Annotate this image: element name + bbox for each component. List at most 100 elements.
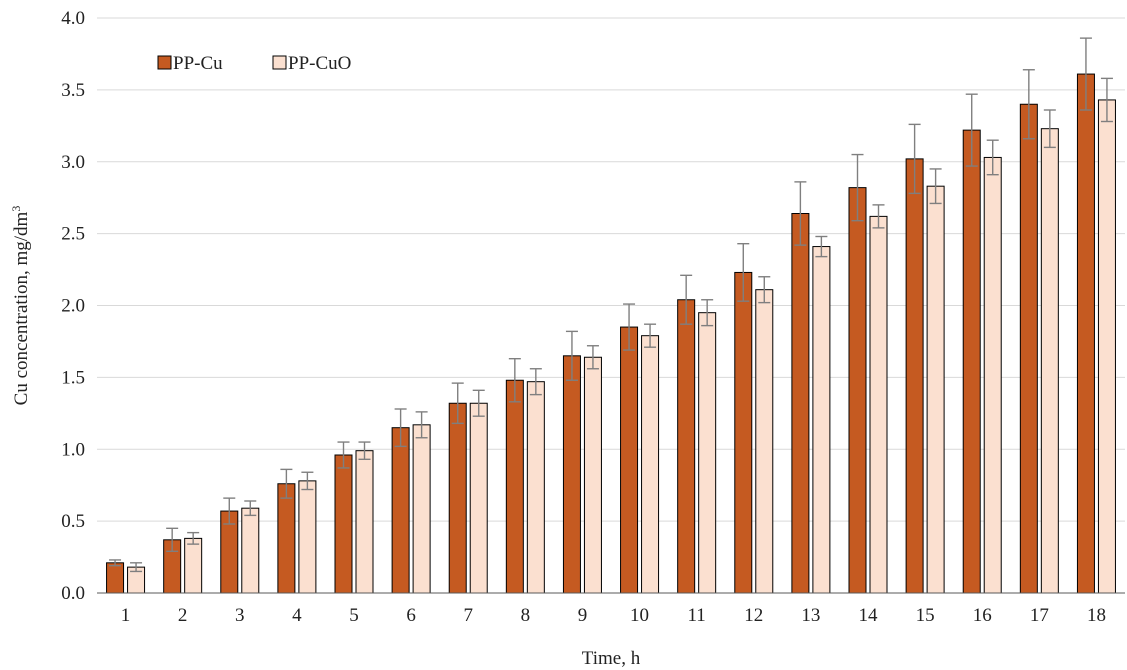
legend-label: PP-Cu [173, 53, 223, 74]
error-bar [701, 299, 714, 327]
y-tick-labels: 0.0 0.5 1.0 1.5 2.0 2.5 3.0 3.5 4.0 [61, 8, 85, 604]
y-tick-label: 3.5 [61, 80, 85, 101]
error-bar [166, 527, 179, 553]
x-tick-label: 8 [521, 605, 531, 626]
x-tick-label: 17 [1030, 605, 1049, 626]
legend-item: PP-Cu [157, 53, 223, 74]
x-tick-label: 14 [859, 605, 879, 626]
legend-item: PP-CuO [272, 53, 351, 74]
bar-pp-cuo [583, 356, 602, 594]
error-bar [929, 168, 942, 205]
error-bar [337, 441, 350, 469]
error-bar [1043, 109, 1056, 149]
bar-pp-cu [677, 299, 696, 594]
y-tick-label: 4.0 [61, 8, 85, 29]
error-bar [815, 235, 828, 258]
bar-pp-cuo [1097, 99, 1116, 594]
x-tick-label: 4 [292, 605, 302, 626]
bar-pp-cuo [755, 289, 774, 594]
y-tick-label: 2.5 [61, 224, 85, 245]
error-bar [508, 357, 521, 403]
error-bar [737, 242, 750, 302]
bar-pp-cuo [698, 312, 717, 594]
error-bar [358, 441, 371, 461]
legend: PP-Cu PP-CuO [157, 53, 351, 74]
error-bar [1100, 77, 1113, 123]
error-bar [965, 93, 978, 167]
legend-swatch [272, 55, 287, 70]
error-bar [986, 139, 999, 176]
bar-pp-cu [106, 562, 125, 594]
x-tick-label: 16 [973, 605, 992, 626]
error-bar [529, 368, 542, 396]
error-bar [280, 468, 293, 499]
bar-pp-cuo [184, 537, 203, 594]
error-bar [794, 181, 807, 246]
bars-layer [106, 73, 1116, 594]
error-bar [451, 382, 464, 425]
y-tick-label: 0.0 [61, 583, 85, 604]
error-bar [1022, 69, 1035, 140]
bar-pp-cu [505, 379, 524, 594]
error-bar [565, 330, 578, 381]
bar-pp-cuo [355, 450, 374, 594]
bar-pp-cu [734, 271, 753, 594]
bar-pp-cu [791, 213, 810, 594]
bar-pp-cuo [412, 424, 431, 594]
bar-pp-cuo [526, 381, 545, 594]
bar-pp-cu [848, 187, 867, 594]
error-bar [586, 345, 599, 370]
y-axis-title: Cu concentration, mg/dm3 [9, 206, 32, 406]
bar-pp-cuo [812, 246, 831, 594]
error-bars-layer [109, 37, 1113, 573]
error-bar [680, 274, 693, 325]
x-axis-title: Time, h [582, 648, 641, 669]
legend-label: PP-CuO [288, 53, 351, 74]
error-bar [851, 153, 864, 222]
bar-pp-cuo [926, 185, 945, 594]
x-tick-label: 9 [578, 605, 588, 626]
y-tick-label: 3.0 [61, 152, 85, 173]
x-tick-label: 5 [349, 605, 359, 626]
x-tick-label: 13 [801, 605, 820, 626]
bar-pp-cuo [641, 335, 660, 594]
error-bar [223, 497, 236, 525]
error-bar [187, 531, 200, 545]
x-tick-label: 12 [744, 605, 763, 626]
bar-pp-cu [562, 355, 581, 594]
error-bar [109, 559, 122, 567]
error-bar [301, 471, 314, 491]
grid-layer [97, 17, 1125, 522]
error-bar [244, 500, 257, 517]
error-bar [908, 123, 921, 195]
error-bar [623, 303, 636, 351]
bar-pp-cuo [869, 215, 888, 594]
bar-pp-cu [620, 326, 639, 594]
bar-pp-cuo [241, 507, 260, 594]
bar-pp-cuo [983, 156, 1002, 594]
x-tick-label: 10 [630, 605, 649, 626]
y-tick-label: 1.0 [61, 439, 85, 460]
y-axis-title-superscript: 3 [9, 206, 23, 212]
bar-pp-cuo [298, 480, 317, 594]
bar-pp-cu [334, 454, 353, 594]
x-tick-labels: 1 2 3 4 5 6 7 8 9 10 11 12 13 14 15 16 17 18 [121, 605, 1106, 626]
bar-pp-cuo [1040, 128, 1059, 594]
bar-pp-cu [1019, 103, 1038, 594]
y-tick-label: 0.5 [61, 511, 85, 532]
bar-pp-cu [962, 129, 981, 594]
y-axis-title-main: Cu concentration, mg/dm [11, 211, 32, 405]
error-bar [872, 204, 885, 229]
x-tick-label: 7 [463, 605, 473, 626]
error-bar [130, 562, 143, 573]
error-bar [415, 411, 428, 439]
x-tick-label: 11 [688, 605, 706, 626]
bar-pp-cu [448, 402, 467, 594]
error-bar [644, 323, 657, 348]
bar-pp-cu [391, 427, 410, 594]
bar-pp-cuo [469, 402, 488, 594]
x-tick-label: 18 [1087, 605, 1106, 626]
x-tick-label: 2 [178, 605, 188, 626]
